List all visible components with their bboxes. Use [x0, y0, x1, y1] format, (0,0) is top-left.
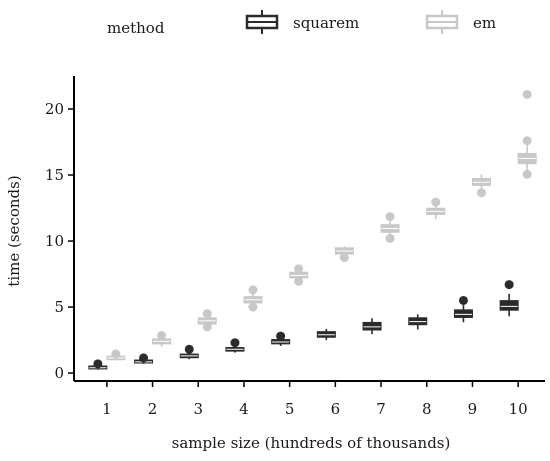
outlier-point [385, 233, 395, 243]
axes: 0 5 10 15 20 1 2 3 4 5 6 7 8 9 10 [45, 76, 545, 418]
outlier-point [458, 295, 468, 305]
x-tick-label: 9 [468, 400, 478, 418]
x-tick-label: 6 [331, 400, 341, 418]
x-tick-label: 10 [509, 400, 528, 418]
x-axis-label: sample size (hundreds of thousands) [172, 434, 451, 452]
x-tick-label: 2 [148, 400, 158, 418]
x-tick-label: 3 [193, 400, 203, 418]
outlier-point [93, 359, 103, 369]
x-tick-label: 8 [422, 400, 432, 418]
outlier-point [230, 338, 240, 348]
box-em-4 [243, 285, 263, 312]
y-axis-label: time (seconds) [5, 175, 23, 286]
legend-label-em: em [473, 14, 496, 32]
outlier-point [294, 264, 304, 274]
box-squarem-6 [316, 328, 336, 341]
box-squarem-8 [408, 314, 428, 330]
outlier-point [522, 136, 532, 146]
outlier-point [202, 322, 212, 332]
y-tick-label: 10 [45, 232, 64, 250]
outlier-point [202, 309, 212, 319]
y-tick-label: 5 [54, 298, 64, 316]
legend: method squarem em [107, 10, 496, 37]
box-squarem-1 [88, 359, 108, 370]
outlier-point [276, 331, 286, 341]
box-em-7 [380, 212, 400, 243]
outlier-point [248, 302, 258, 312]
y-tick-label: 15 [45, 166, 64, 184]
outlier-point [522, 89, 532, 99]
x-ticks: 1 2 3 4 5 6 7 8 9 10 [102, 381, 528, 418]
outlier-point [248, 285, 258, 295]
box-em-2 [152, 330, 172, 347]
outlier-point [139, 353, 149, 363]
x-tick-label: 7 [376, 400, 386, 418]
outlier-point [431, 197, 441, 207]
box-em-10 [517, 89, 537, 179]
outlier-point [294, 276, 304, 286]
y-tick-label: 20 [45, 100, 64, 118]
box-em-5 [289, 264, 309, 286]
outlier-point [339, 253, 349, 263]
outlier-point [385, 212, 395, 222]
box-squarem-2 [134, 353, 154, 364]
legend-key-squarem [245, 10, 279, 34]
box-body [362, 321, 382, 331]
box-em-9 [471, 174, 491, 198]
legend-label-squarem: squarem [293, 14, 359, 32]
box-squarem-10 [499, 280, 519, 317]
outlier-point [504, 280, 514, 290]
outlier-point [157, 330, 167, 340]
outlier-point [476, 188, 486, 198]
box-em-3 [197, 309, 217, 332]
box-squarem-5 [271, 331, 291, 347]
y-tick-label: 0 [54, 364, 64, 382]
box-em-8 [426, 197, 446, 220]
box-em-6 [334, 246, 354, 263]
x-tick-label: 5 [285, 400, 295, 418]
x-tick-label: 1 [102, 400, 112, 418]
outlier-point [522, 169, 532, 179]
box-em-1 [106, 349, 126, 361]
x-tick-label: 4 [239, 400, 249, 418]
boxplots [88, 89, 537, 370]
box-body [453, 309, 473, 318]
legend-key-em [425, 10, 459, 34]
box-squarem-3 [179, 344, 199, 360]
box-body [499, 300, 519, 311]
box-squarem-9 [453, 295, 473, 323]
legend-title: method [107, 19, 165, 37]
outlier-point [111, 349, 121, 359]
box-squarem-7 [362, 318, 382, 335]
outlier-point [184, 344, 194, 354]
box-squarem-4 [225, 338, 245, 353]
y-ticks: 0 5 10 15 20 [45, 100, 74, 382]
